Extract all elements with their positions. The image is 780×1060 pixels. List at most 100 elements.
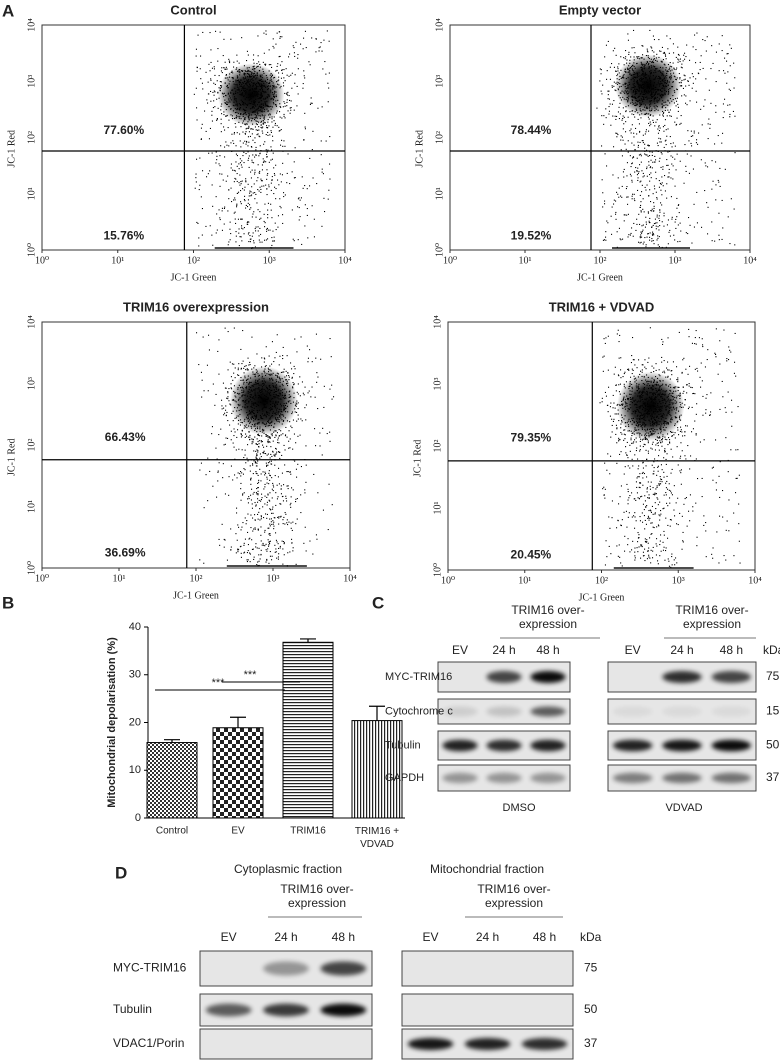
dot: [242, 494, 244, 496]
dot: [632, 337, 634, 339]
dot: [286, 105, 288, 107]
dot: [205, 474, 207, 476]
dot: [214, 91, 216, 93]
dot: [222, 477, 224, 479]
dot: [304, 407, 306, 409]
dot: [636, 157, 638, 159]
panel-label: B: [2, 593, 14, 612]
dot: [326, 433, 328, 435]
dot: [233, 169, 235, 171]
dot: [242, 330, 244, 332]
dot: [625, 56, 627, 58]
dot: [630, 128, 632, 130]
dot: [228, 145, 230, 147]
dot: [640, 180, 642, 182]
dot: [271, 179, 273, 181]
dot: [320, 140, 322, 142]
dot: [195, 55, 197, 57]
dot: [257, 482, 259, 484]
dot: [703, 524, 705, 526]
dot: [274, 544, 276, 546]
dot: [196, 107, 198, 109]
dot: [275, 539, 277, 541]
dot: [262, 506, 264, 508]
dot: [297, 414, 299, 416]
dot: [251, 186, 253, 188]
dot: [642, 208, 644, 210]
dot: [229, 62, 231, 64]
dot: [604, 56, 606, 58]
dot: [640, 544, 642, 546]
dot: [623, 433, 625, 435]
dense-core: [615, 54, 681, 118]
dot: [212, 107, 214, 109]
dot: [257, 487, 259, 489]
dot: [284, 523, 286, 525]
dot: [288, 375, 290, 377]
dot: [244, 436, 246, 438]
dot: [642, 364, 644, 366]
dot: [279, 173, 281, 175]
dot: [251, 133, 253, 135]
dot: [315, 51, 317, 53]
dot: [657, 132, 659, 134]
dot: [705, 397, 707, 399]
dot: [208, 349, 210, 351]
dot: [642, 140, 644, 142]
dot: [233, 446, 235, 448]
dot: [661, 361, 663, 363]
dot: [285, 426, 287, 428]
dot: [654, 188, 656, 190]
dot: [645, 523, 647, 525]
dot: [228, 198, 230, 200]
dot: [230, 187, 232, 189]
dot: [264, 141, 266, 143]
dot: [674, 239, 676, 241]
dot: [304, 30, 306, 32]
dot: [644, 153, 646, 155]
dot: [648, 122, 650, 124]
dot: [661, 194, 663, 196]
dot: [240, 367, 242, 369]
dot: [270, 182, 272, 184]
dot: [647, 542, 649, 544]
dot: [677, 427, 679, 429]
dot: [675, 218, 677, 220]
dot: [224, 412, 226, 414]
dot: [208, 63, 210, 65]
dot: [206, 364, 208, 366]
dot: [628, 369, 630, 371]
dot: [248, 166, 250, 168]
dot: [680, 442, 682, 444]
dot: [257, 434, 259, 436]
dot: [270, 189, 272, 191]
dot: [323, 385, 325, 387]
dot: [268, 544, 270, 546]
dot: [252, 438, 254, 440]
dot: [278, 72, 280, 74]
dot: [257, 129, 259, 131]
dot: [624, 214, 626, 216]
dot: [212, 383, 214, 385]
dot: [225, 437, 227, 439]
dot: [319, 445, 321, 447]
dot: [692, 46, 694, 48]
dot: [300, 512, 302, 514]
plot-title: TRIM16 overexpression: [123, 299, 269, 314]
dot: [236, 477, 238, 479]
dot: [631, 458, 633, 460]
dot: [657, 563, 659, 565]
dot: [283, 371, 285, 373]
dot: [211, 114, 213, 116]
dot: [299, 216, 301, 218]
dot: [271, 455, 273, 457]
dot: [290, 496, 292, 498]
dot: [646, 487, 648, 489]
dot: [663, 494, 665, 496]
dot: [257, 528, 259, 530]
dot: [212, 91, 214, 93]
dot: [658, 483, 660, 485]
dot: [219, 544, 221, 546]
dot: [726, 520, 728, 522]
dot: [247, 54, 249, 56]
